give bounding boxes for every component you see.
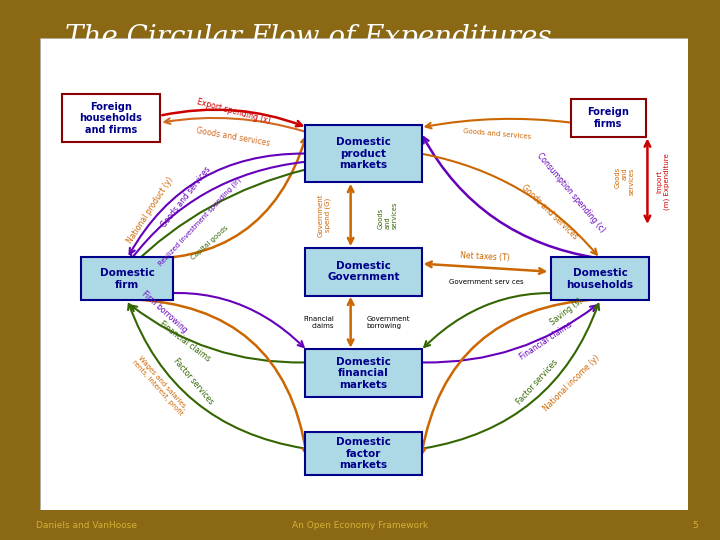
Text: Domestic
factor
markets: Domestic factor markets xyxy=(336,437,391,470)
Text: Goods and services: Goods and services xyxy=(196,126,271,148)
Text: Government serv ces: Government serv ces xyxy=(449,279,524,285)
Text: An Open Economy Framework: An Open Economy Framework xyxy=(292,521,428,530)
FancyBboxPatch shape xyxy=(62,94,160,142)
Text: Factor services: Factor services xyxy=(515,357,560,406)
Text: The Circular Flow of Expenditures: The Circular Flow of Expenditures xyxy=(65,24,552,51)
Text: Domestic
product
markets: Domestic product markets xyxy=(336,137,391,170)
Text: Financial claims: Financial claims xyxy=(158,319,212,363)
Text: Firm borrowing: Firm borrowing xyxy=(140,289,189,334)
FancyBboxPatch shape xyxy=(552,257,649,300)
Text: Domestic
financial
markets: Domestic financial markets xyxy=(336,357,391,390)
Text: Goods and services: Goods and services xyxy=(462,128,531,140)
Text: Foreign
firms: Foreign firms xyxy=(588,107,629,129)
Text: Goods and services: Goods and services xyxy=(519,183,579,241)
Text: Saving (s): Saving (s) xyxy=(548,296,584,327)
Text: Import
(m) Expenditure: Import (m) Expenditure xyxy=(657,153,670,210)
Text: Goods and services: Goods and services xyxy=(160,164,212,229)
FancyBboxPatch shape xyxy=(305,432,422,475)
Text: Export spending (x): Export spending (x) xyxy=(196,97,271,125)
Text: 5: 5 xyxy=(693,521,698,530)
Text: Wages and salaries,
rents, interest, profit: Wages and salaries, rents, interest, pro… xyxy=(130,354,189,416)
Text: Financial claims: Financial claims xyxy=(518,320,574,362)
Text: Government
spend (G): Government spend (G) xyxy=(318,193,331,237)
Text: Realized investment spending (Ir): Realized investment spending (Ir) xyxy=(158,176,243,267)
Text: Foreign
households
and firms: Foreign households and firms xyxy=(79,102,143,134)
Text: Domestic
firm: Domestic firm xyxy=(99,268,155,289)
FancyBboxPatch shape xyxy=(305,349,422,397)
FancyBboxPatch shape xyxy=(571,99,646,137)
Text: Financial
claims: Financial claims xyxy=(304,316,335,329)
Text: Factor services: Factor services xyxy=(171,357,215,407)
Text: Government
borrowing: Government borrowing xyxy=(367,316,410,329)
Text: Daniels and VanHoose: Daniels and VanHoose xyxy=(36,521,137,530)
Text: National income (y): National income (y) xyxy=(541,353,601,413)
Text: Net taxes (T): Net taxes (T) xyxy=(460,252,510,263)
Text: Goods
and
services: Goods and services xyxy=(614,167,634,194)
Text: Domestic
households: Domestic households xyxy=(567,268,634,289)
Text: Capital goods: Capital goods xyxy=(189,224,229,260)
Text: Goods
and
services: Goods and services xyxy=(378,201,398,228)
FancyBboxPatch shape xyxy=(305,248,422,295)
Text: Domestic
Government: Domestic Government xyxy=(328,261,400,282)
FancyBboxPatch shape xyxy=(40,38,688,510)
Text: Consumption spending (c): Consumption spending (c) xyxy=(535,152,607,235)
Text: National product (y): National product (y) xyxy=(125,176,175,245)
FancyBboxPatch shape xyxy=(305,125,422,182)
FancyBboxPatch shape xyxy=(81,257,173,300)
